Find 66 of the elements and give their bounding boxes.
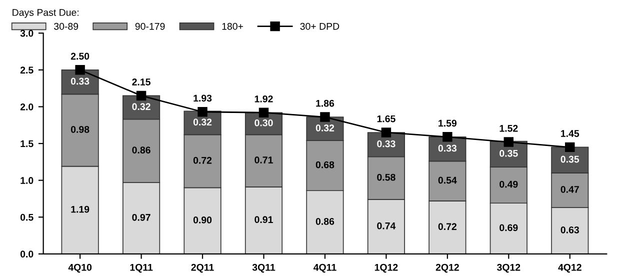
data-label: 0.72 [193, 156, 212, 164]
x-tick-label: 1Q11 [130, 264, 153, 273]
data-label: 0.68 [316, 161, 334, 168]
y-tick-label: 3.0 [20, 30, 34, 37]
data-label: 1.45 [561, 130, 580, 137]
x-tick-label: 2Q12 [436, 264, 459, 273]
y-tick-label: 0.5 [20, 214, 34, 221]
data-label: 0.32 [193, 118, 212, 126]
point [75, 65, 85, 75]
y-tick-label: 1.0 [20, 177, 34, 184]
data-label: 0.86 [132, 146, 150, 154]
point [442, 132, 452, 142]
data-label: 0.33 [438, 144, 457, 152]
data-label: 0.71 [254, 156, 273, 164]
data-label: 0.74 [377, 222, 396, 230]
x-tick-label: 2Q11 [191, 264, 214, 273]
point [198, 107, 208, 117]
data-label: 0.32 [132, 103, 150, 110]
data-label: 0.35 [500, 150, 518, 157]
data-label: 0.98 [70, 126, 90, 133]
data-label: 0.91 [254, 216, 273, 224]
data-label: 0.97 [132, 214, 150, 221]
data-label: 0.69 [500, 224, 518, 232]
data-label: 1.19 [71, 206, 90, 213]
data-label: 0.63 [560, 226, 579, 234]
data-label: 0.49 [500, 180, 518, 188]
x-tick-label: 3Q11 [252, 264, 276, 273]
x-tick-label: 3Q12 [496, 264, 520, 273]
y-tick-label: 2.0 [20, 103, 34, 110]
data-label: 2.15 [132, 78, 150, 86]
point [565, 142, 575, 152]
data-label: 0.33 [377, 140, 396, 148]
data-label: 0.54 [438, 176, 457, 184]
data-label: 2.50 [70, 52, 90, 60]
data-label: 0.33 [70, 78, 90, 85]
data-label: 0.90 [193, 216, 212, 224]
data-label: 0.58 [377, 174, 396, 181]
data-label: 0.30 [254, 119, 273, 126]
point [258, 108, 269, 118]
x-tick-label: 1Q12 [374, 264, 398, 273]
data-label: 1.65 [377, 115, 396, 122]
y-tick-label: 2.5 [20, 66, 34, 74]
x-tick-label: 4Q11 [314, 264, 336, 273]
data-label: 0.32 [316, 124, 334, 132]
data-label: 1.86 [316, 100, 334, 107]
point [320, 112, 330, 122]
point [381, 128, 392, 138]
x-tick-label: 4Q12 [558, 264, 582, 273]
legend-label: 30+ DPD [300, 22, 340, 30]
data-label: 1.93 [194, 94, 212, 102]
data-label: 1.92 [254, 95, 273, 102]
x-tick-label: 4Q10 [68, 264, 92, 273]
data-label: 1.52 [500, 124, 518, 132]
point [136, 90, 146, 101]
legend-label: 30-89 [54, 22, 78, 30]
y-tick-label: 0.0 [20, 250, 34, 258]
data-label: 0.72 [438, 223, 456, 230]
legend-title: Days Past Due: [12, 9, 78, 18]
legend-label: 90-179 [135, 22, 165, 30]
legend-label: 180+ [222, 22, 243, 30]
data-label: 1.59 [438, 120, 457, 127]
point [504, 137, 514, 147]
data-label: 0.86 [316, 218, 334, 225]
y-tick-label: 1.5 [20, 140, 34, 148]
data-label: 0.47 [560, 186, 579, 193]
data-label: 0.35 [560, 156, 580, 163]
